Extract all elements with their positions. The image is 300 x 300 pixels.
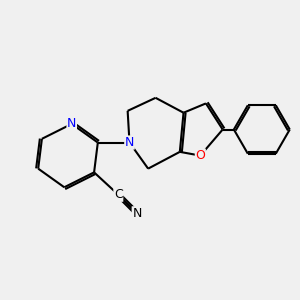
Text: N: N [132,207,142,220]
Text: C: C [114,188,123,201]
Text: N: N [125,136,134,149]
Text: O: O [195,149,205,162]
Text: N: N [67,117,76,130]
